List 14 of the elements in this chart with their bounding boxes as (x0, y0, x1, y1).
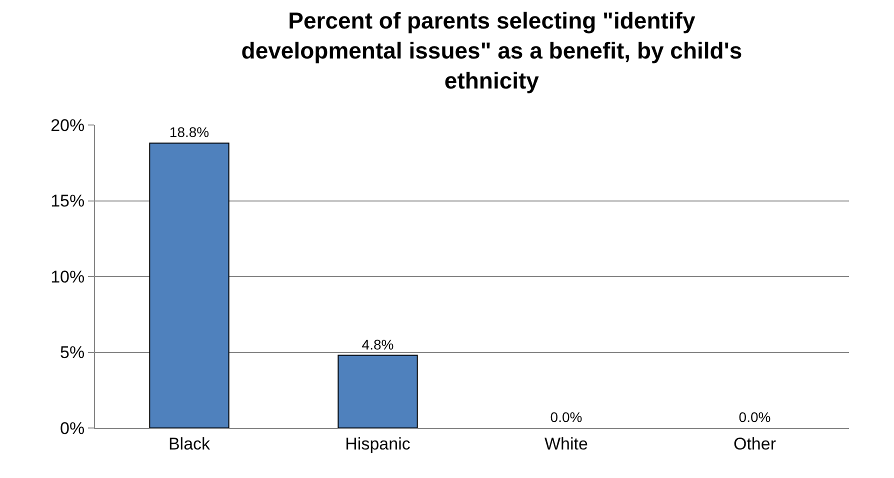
x-tick-label: White (544, 434, 588, 454)
data-label: 4.8% (362, 336, 394, 352)
data-label: 18.8% (169, 124, 210, 140)
chart-title: Percent of parents selecting "identify developmental issues" as a benefit, by child's ethnicity (241, 8, 742, 94)
x-tick-label: Other (733, 434, 776, 454)
y-tick-label: 15% (50, 192, 85, 211)
y-tick-label: 10% (50, 267, 85, 286)
x-tick-label: Black (168, 434, 211, 454)
x-tick-label: Hispanic (345, 434, 411, 454)
data-label: 0.0% (550, 409, 582, 425)
y-tick-label: 20% (50, 116, 85, 135)
y-tick-label: 0% (60, 418, 85, 438)
y-tick-label: 5% (60, 343, 85, 362)
data-label: 0.0% (738, 409, 771, 425)
